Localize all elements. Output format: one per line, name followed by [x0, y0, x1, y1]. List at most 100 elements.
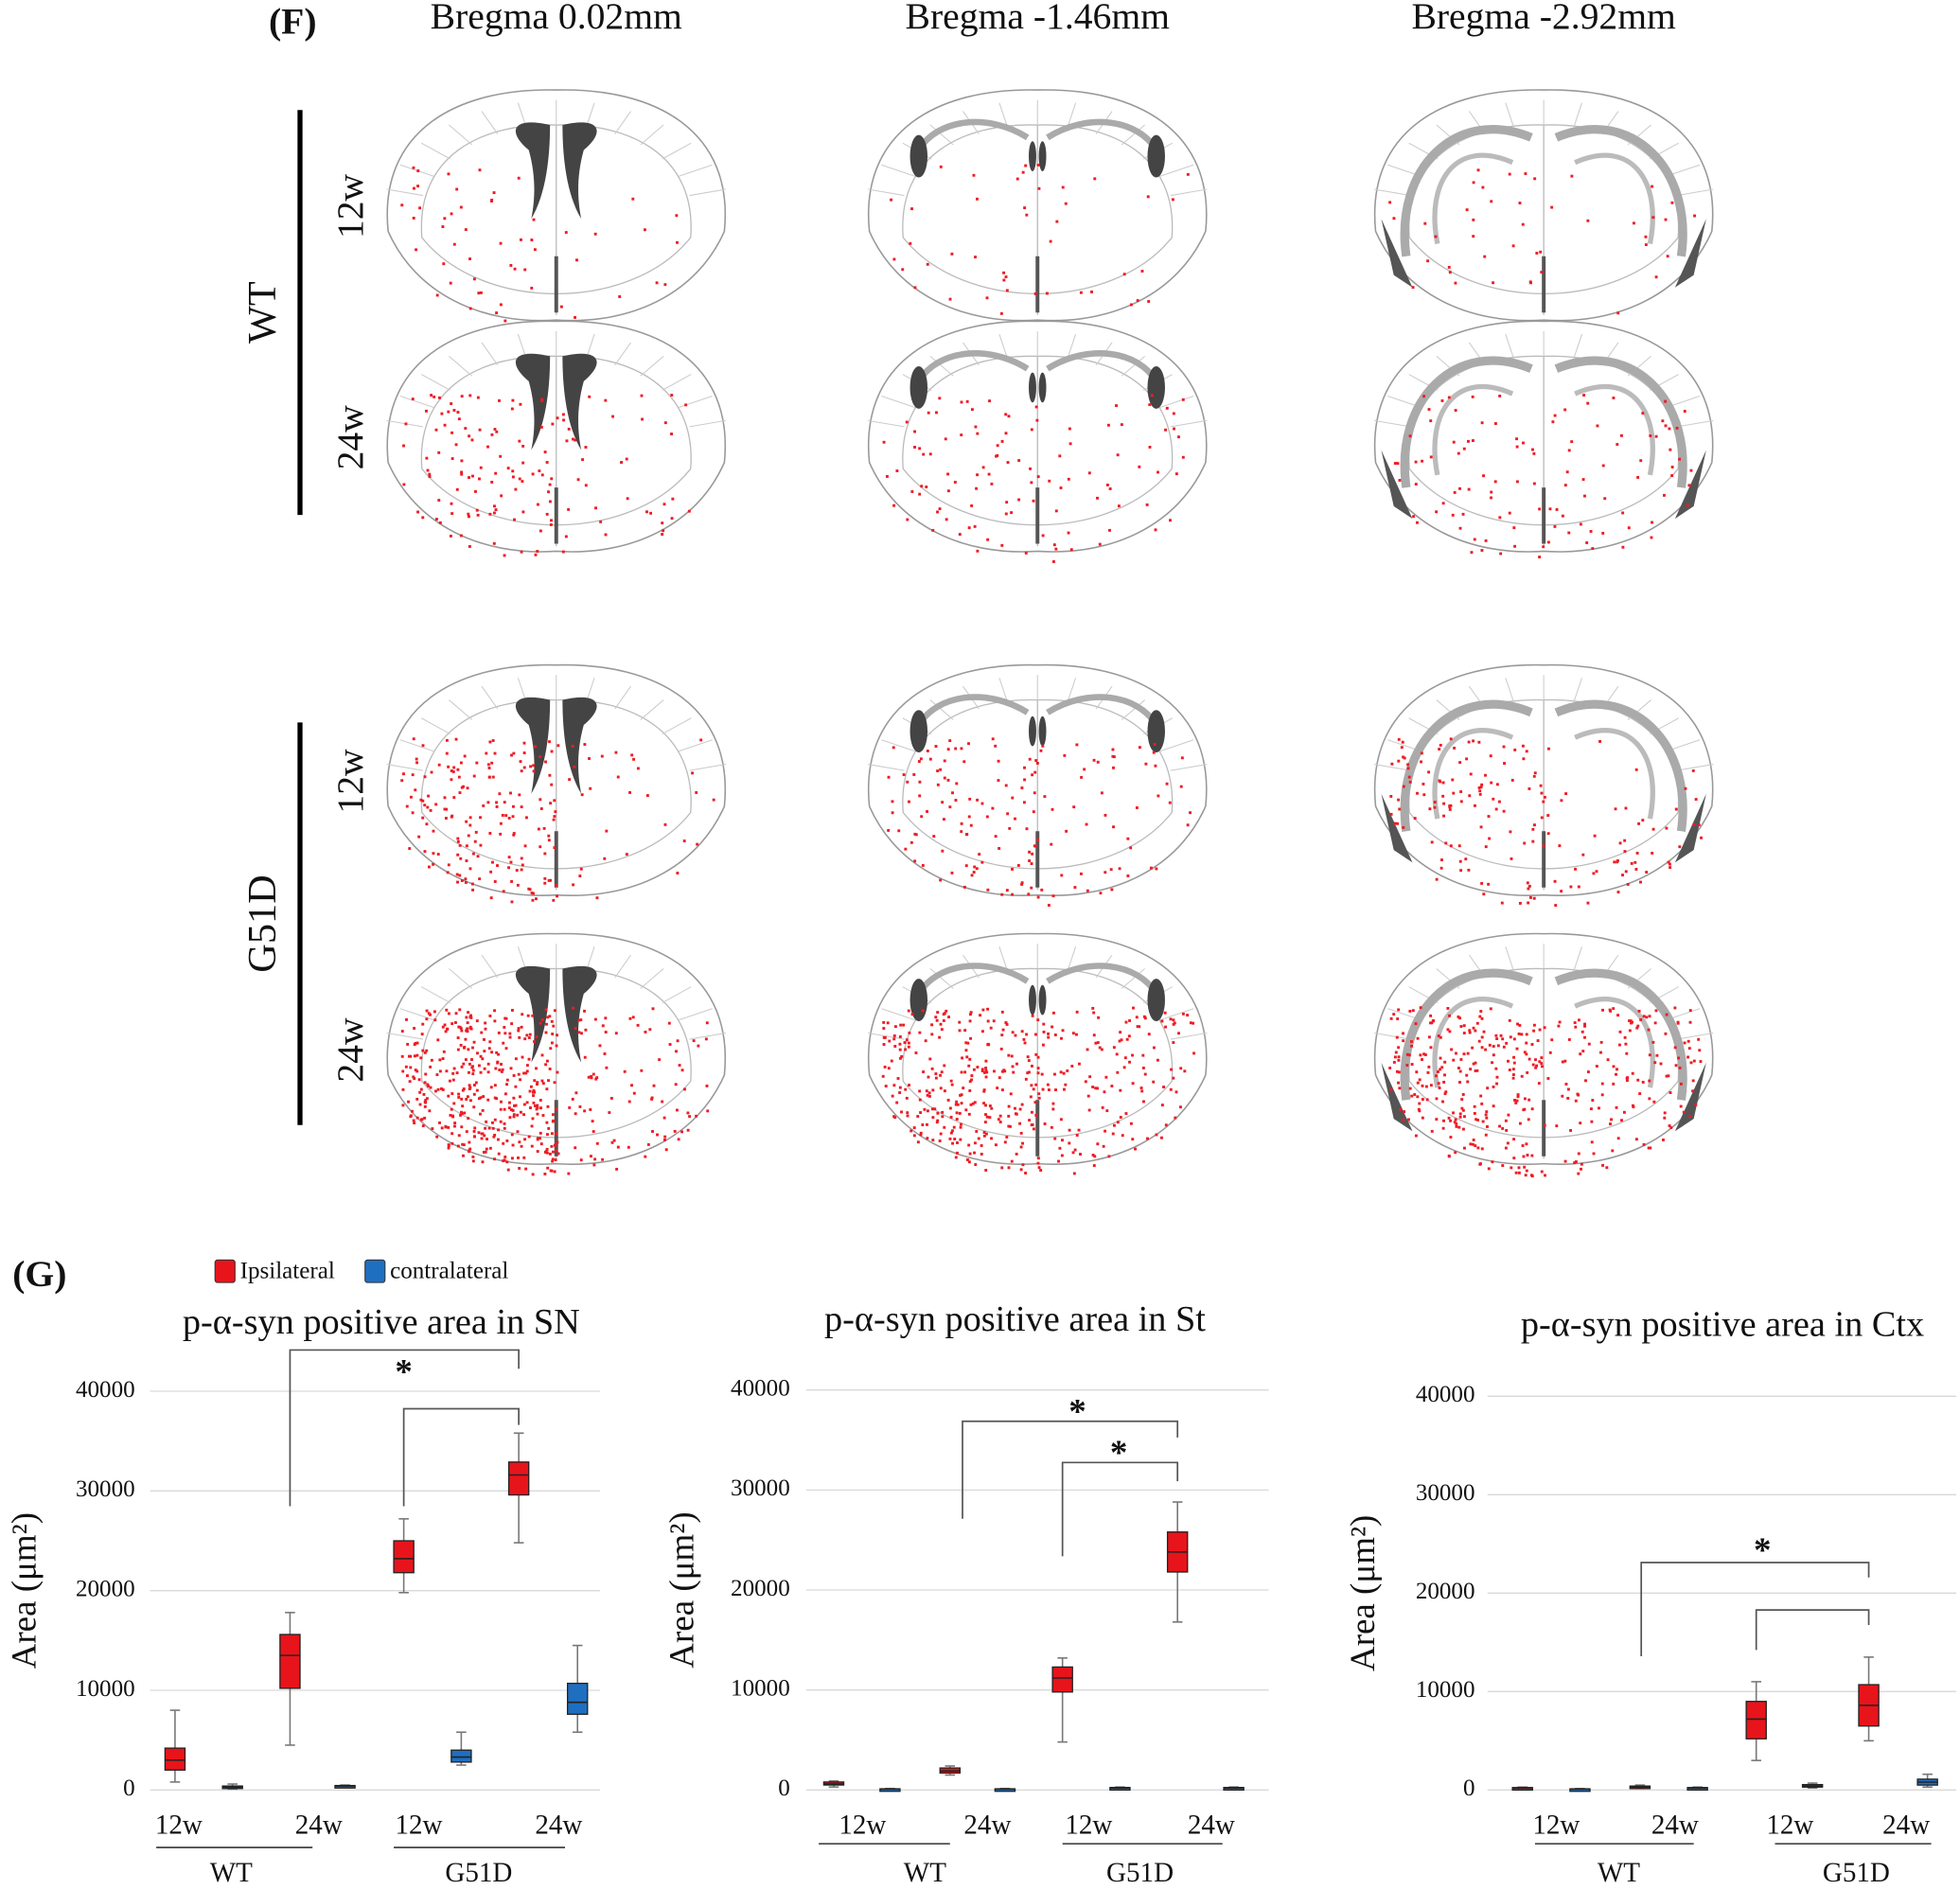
- red-dot: [899, 1056, 902, 1060]
- red-dot: [514, 1104, 518, 1107]
- red-dot: [404, 1065, 408, 1069]
- red-dot: [1526, 1154, 1529, 1157]
- red-dot: [486, 1138, 488, 1141]
- red-dot: [942, 818, 945, 821]
- red-dot: [1073, 886, 1077, 890]
- red-dot: [1054, 509, 1058, 513]
- red-dot: [1105, 1109, 1109, 1113]
- red-dot: [402, 483, 406, 486]
- red-dot: [528, 1033, 532, 1036]
- group-label: G51D: [445, 1858, 512, 1888]
- red-dot: [1474, 1061, 1477, 1065]
- red-dot: [430, 1058, 433, 1062]
- red-dot: [588, 395, 592, 398]
- red-dot: [1019, 1145, 1023, 1149]
- red-dot: [1683, 410, 1686, 413]
- red-dot: [1567, 1038, 1571, 1041]
- red-dot: [1474, 1069, 1477, 1072]
- red-dot: [946, 489, 950, 493]
- red-dot: [1004, 413, 1008, 416]
- red-dot: [520, 238, 522, 241]
- red-dot: [1664, 1032, 1668, 1035]
- red-dot: [1546, 1077, 1550, 1080]
- red-dot: [1397, 1058, 1401, 1062]
- red-dot: [539, 1021, 542, 1025]
- red-dot: [697, 1044, 700, 1048]
- row-label: 12w: [329, 173, 371, 238]
- red-dot: [696, 842, 699, 846]
- red-dot: [982, 1134, 986, 1138]
- ventricle: [1029, 141, 1036, 171]
- red-dot: [574, 1027, 577, 1031]
- red-dot: [946, 1098, 950, 1102]
- red-dot: [1047, 1088, 1051, 1092]
- red-dot: [999, 311, 1003, 315]
- red-dot: [1189, 1021, 1192, 1025]
- red-dot: [984, 1113, 987, 1117]
- red-dot: [555, 1044, 558, 1048]
- red-dot: [417, 835, 421, 839]
- red-dot: [884, 1085, 888, 1088]
- red-dot: [907, 1041, 910, 1045]
- red-dot: [453, 1122, 457, 1125]
- red-dot: [485, 1120, 488, 1123]
- red-dot: [1494, 1033, 1498, 1037]
- red-dot: [1474, 1118, 1478, 1122]
- red-dot: [1143, 1016, 1147, 1020]
- red-dot: [527, 1036, 531, 1039]
- red-dot: [1422, 395, 1426, 398]
- red-dot: [913, 286, 917, 290]
- legend-label: Ipsilateral: [240, 1258, 335, 1283]
- red-dot: [1031, 1064, 1033, 1068]
- red-dot: [1138, 746, 1141, 750]
- red-dot: [1527, 1057, 1531, 1061]
- red-dot: [1592, 872, 1596, 875]
- red-dot: [960, 747, 963, 751]
- red-dot: [1638, 1092, 1642, 1096]
- red-dot: [919, 1133, 923, 1137]
- red-dot: [968, 797, 972, 801]
- red-dot: [1019, 1131, 1023, 1135]
- red-dot: [428, 475, 432, 479]
- brain-section: [386, 320, 727, 557]
- red-dot: [1495, 1075, 1499, 1079]
- red-dot: [1678, 457, 1682, 461]
- red-dot: [508, 1116, 512, 1120]
- red-dot: [554, 810, 557, 814]
- red-dot: [1050, 1125, 1053, 1129]
- red-dot: [1642, 1142, 1646, 1146]
- red-dot: [489, 896, 493, 900]
- region-line: [640, 968, 664, 989]
- red-dot: [949, 1115, 953, 1119]
- red-dot: [1401, 740, 1404, 744]
- red-dot: [588, 757, 591, 760]
- red-dot: [1005, 501, 1009, 504]
- red-dot: [1616, 1014, 1619, 1017]
- red-dot: [1443, 1092, 1447, 1096]
- red-dot: [511, 1143, 515, 1147]
- red-dot: [910, 489, 914, 493]
- red-dot: [1096, 1086, 1099, 1090]
- red-dot: [1156, 1058, 1159, 1062]
- red-dot: [1523, 1165, 1527, 1169]
- red-dot: [446, 1027, 450, 1031]
- red-dot: [1487, 882, 1491, 886]
- red-dot: [1516, 1093, 1520, 1097]
- red-dot: [1409, 1040, 1413, 1044]
- red-dot: [1060, 1036, 1063, 1040]
- red-dot: [454, 1021, 457, 1024]
- red-dot: [450, 431, 454, 434]
- red-dot: [1421, 1058, 1423, 1061]
- red-dot: [1462, 1127, 1465, 1131]
- red-dot: [1453, 746, 1457, 750]
- red-dot: [1020, 786, 1024, 789]
- red-dot: [980, 1152, 983, 1156]
- red-dot: [1509, 1035, 1512, 1039]
- red-dot: [1537, 1082, 1541, 1086]
- red-dot: [468, 823, 472, 827]
- red-dot: [1034, 1033, 1037, 1036]
- red-dot: [1397, 1081, 1400, 1085]
- region-line: [1067, 102, 1077, 128]
- red-dot: [511, 469, 515, 473]
- red-dot: [1464, 857, 1468, 861]
